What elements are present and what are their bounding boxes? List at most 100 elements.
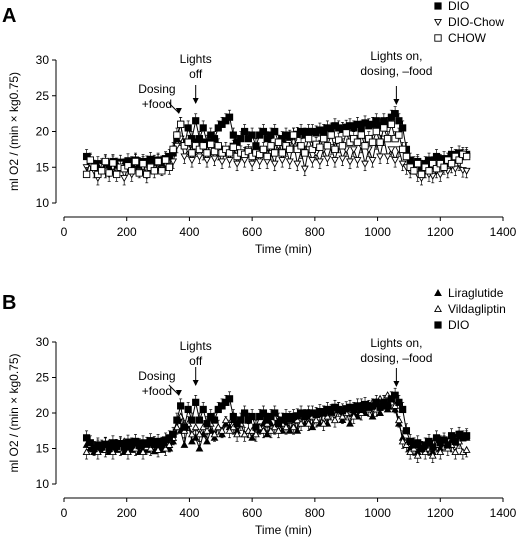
x-tick-label: 1200 — [427, 506, 454, 520]
annotation-arrowhead — [393, 381, 400, 387]
x-tick-label: 0 — [61, 506, 68, 520]
data-point — [429, 443, 437, 451]
data-point — [300, 165, 309, 173]
data-point — [436, 171, 445, 179]
data-point — [210, 147, 219, 156]
data-point — [240, 430, 249, 438]
data-point — [180, 423, 189, 431]
data-point — [286, 145, 294, 154]
data-point — [316, 143, 324, 151]
data-point — [113, 170, 121, 179]
data-point — [368, 157, 377, 165]
x-tick-label: 1000 — [364, 225, 391, 239]
legend-marker — [434, 304, 442, 313]
data-point — [361, 142, 369, 150]
x-tick-label: 600 — [242, 506, 262, 520]
data-point — [330, 157, 339, 165]
data-point — [380, 124, 388, 132]
data-point — [270, 160, 279, 168]
data-point — [398, 160, 407, 168]
data-point — [150, 167, 158, 175]
data-point — [256, 150, 264, 159]
data-point — [259, 409, 268, 417]
data-point — [297, 142, 305, 150]
x-tick-label: 0 — [61, 225, 68, 239]
data-point — [105, 169, 113, 177]
chart-panel-B: B 10 15 20 25 30 0 200 400 600 800 1000 1200 1400 Time… — [2, 286, 517, 537]
x-tick-label: 800 — [305, 225, 325, 239]
data-point — [338, 142, 347, 150]
data-point — [410, 167, 418, 175]
data-point — [169, 158, 178, 166]
data-point — [128, 167, 136, 175]
data-point — [165, 163, 174, 171]
data-point — [293, 426, 302, 434]
data-point — [274, 426, 283, 434]
data-point — [97, 167, 106, 175]
data-point — [180, 153, 189, 161]
data-point — [195, 153, 204, 161]
y-tick-label: 20 — [36, 406, 50, 420]
data-point — [263, 430, 272, 438]
annotation-arrowhead — [192, 380, 199, 386]
data-point — [131, 157, 140, 166]
x-tick-label: 400 — [179, 225, 199, 239]
annotation-text: Lights on, — [370, 49, 422, 63]
data-point — [86, 156, 94, 164]
data-point — [451, 447, 460, 456]
data-point — [139, 160, 147, 168]
annotation-text: Dosing — [138, 369, 175, 383]
annotation-arrowhead — [175, 390, 182, 396]
annotation-arrowhead — [393, 99, 400, 105]
data-point — [402, 152, 411, 161]
data-point — [255, 158, 264, 166]
data-point — [139, 447, 147, 456]
data-point — [289, 131, 298, 139]
data-point — [229, 143, 237, 151]
data-point — [361, 160, 369, 168]
y-tick-label: 10 — [36, 196, 50, 210]
data-point — [346, 158, 354, 166]
annotation-text: dosing, –food — [360, 64, 432, 78]
data-point — [229, 412, 237, 421]
x-tick-label: 800 — [305, 506, 325, 520]
data-point — [259, 127, 268, 136]
data-point — [154, 445, 163, 453]
data-point — [338, 412, 347, 420]
data-point — [357, 405, 365, 414]
data-point — [399, 405, 407, 414]
data-point — [105, 444, 113, 453]
y-tick-label: 15 — [36, 160, 50, 174]
data-point — [304, 134, 313, 143]
x-axis-label: Time (min) — [255, 242, 312, 256]
data-point — [210, 416, 219, 424]
data-point — [432, 165, 441, 173]
data-point — [131, 437, 140, 446]
data-point — [274, 138, 283, 146]
chart-panel-A: A 10 15 20 25 30 0 200 400 600 800 1000 1200 1400 Time… — [2, 0, 517, 256]
data-point — [199, 142, 207, 150]
data-point — [82, 434, 91, 442]
data-point — [425, 167, 433, 175]
data-point — [135, 169, 143, 177]
data-point — [376, 153, 385, 161]
data-point — [414, 439, 422, 447]
data-point — [203, 437, 211, 445]
data-point — [271, 127, 279, 136]
data-point — [225, 395, 234, 403]
annotation-arrow — [168, 384, 180, 396]
data-point — [146, 444, 155, 452]
data-point — [346, 419, 354, 427]
data-point — [395, 117, 403, 125]
data-point — [241, 127, 249, 136]
data-point — [244, 147, 253, 156]
data-point — [210, 430, 219, 438]
data-point — [462, 445, 471, 453]
x-tick-label: 1200 — [427, 225, 454, 239]
data-point — [271, 409, 279, 417]
data-point — [82, 170, 91, 179]
legend: DIO DIO-Chow CHOW — [434, 0, 504, 45]
x-tick-label: 600 — [242, 225, 262, 239]
data-point — [199, 405, 207, 414]
legend-marker — [434, 18, 442, 27]
